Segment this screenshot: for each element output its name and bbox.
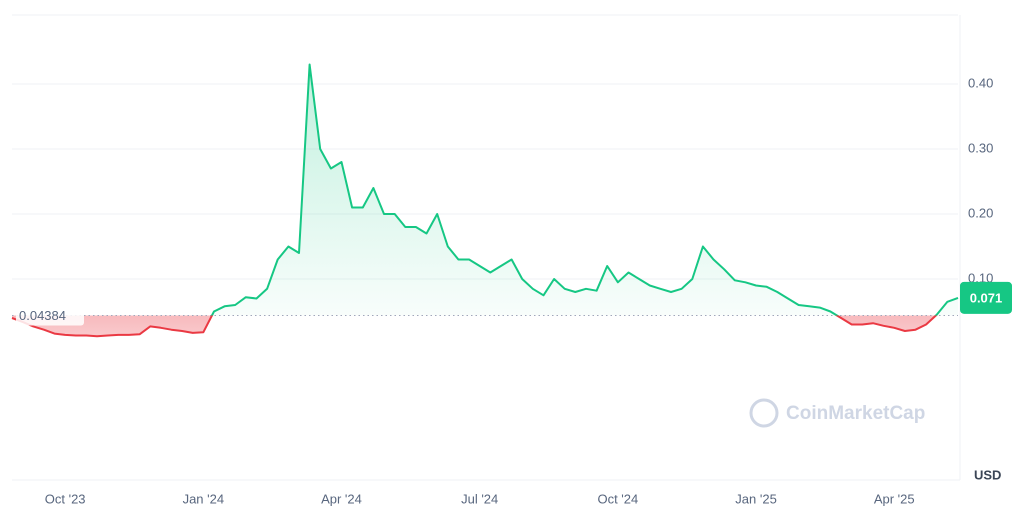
y-tick-label: 0.20 — [968, 205, 993, 220]
x-tick-label: Apr '25 — [874, 491, 915, 506]
watermark: CoinMarketCap — [12, 83, 958, 428]
x-tick-label: Jul '24 — [461, 491, 498, 506]
current-price-label: 0.071 — [970, 290, 1003, 305]
watermark-logo — [749, 398, 779, 428]
area — [12, 64, 958, 337]
x-tick-label: Oct '24 — [597, 491, 638, 506]
baseline-label: 0.04384 — [19, 308, 66, 323]
y-tick-label: 0.40 — [968, 75, 993, 90]
watermark-text: CoinMarketCap — [786, 403, 925, 424]
currency-label: USD — [974, 467, 1001, 482]
y-tick-label: 0.30 — [968, 140, 993, 155]
x-tick-label: Jan '24 — [183, 491, 225, 506]
x-tick-label: Oct '23 — [45, 491, 86, 506]
price-line — [11, 63, 959, 338]
x-tick-label: Apr '24 — [321, 491, 362, 506]
current-price-tag — [960, 281, 1012, 314]
x-tick-label: Jan '25 — [735, 491, 777, 506]
baseline-tag-bg — [16, 305, 84, 326]
y-tick-label: 0.10 — [968, 270, 993, 285]
